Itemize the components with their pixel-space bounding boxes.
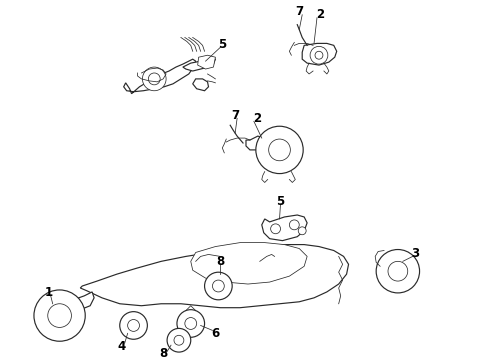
Circle shape [204,272,232,300]
Polygon shape [262,215,307,240]
Polygon shape [246,136,265,150]
Polygon shape [183,57,216,71]
Text: 2: 2 [253,112,261,125]
Text: 8: 8 [216,255,224,268]
Text: 8: 8 [159,347,167,360]
Text: 3: 3 [412,247,419,260]
Circle shape [127,320,140,331]
Text: 4: 4 [118,340,126,353]
Polygon shape [193,79,209,91]
Circle shape [388,261,408,281]
Circle shape [270,224,280,234]
Circle shape [177,310,204,337]
Polygon shape [197,55,216,69]
Circle shape [310,46,328,64]
Text: 5: 5 [218,38,226,51]
Circle shape [256,126,303,174]
Text: 7: 7 [295,5,303,18]
Circle shape [167,328,191,352]
Circle shape [143,67,166,91]
Circle shape [269,139,291,161]
Circle shape [298,227,306,235]
Polygon shape [123,59,196,94]
Circle shape [213,280,224,292]
Text: 2: 2 [316,8,324,21]
Polygon shape [191,243,307,284]
Text: 1: 1 [45,287,53,300]
Text: 7: 7 [231,109,239,122]
Polygon shape [302,44,337,65]
Circle shape [315,51,323,59]
Circle shape [185,318,196,329]
Circle shape [120,312,147,339]
Text: 5: 5 [276,195,285,208]
Text: 6: 6 [211,327,220,340]
Polygon shape [71,292,94,310]
Circle shape [290,220,299,230]
Circle shape [34,290,85,341]
Circle shape [174,335,184,345]
Circle shape [48,304,72,328]
Polygon shape [80,244,348,308]
Circle shape [148,73,160,85]
Circle shape [376,249,419,293]
